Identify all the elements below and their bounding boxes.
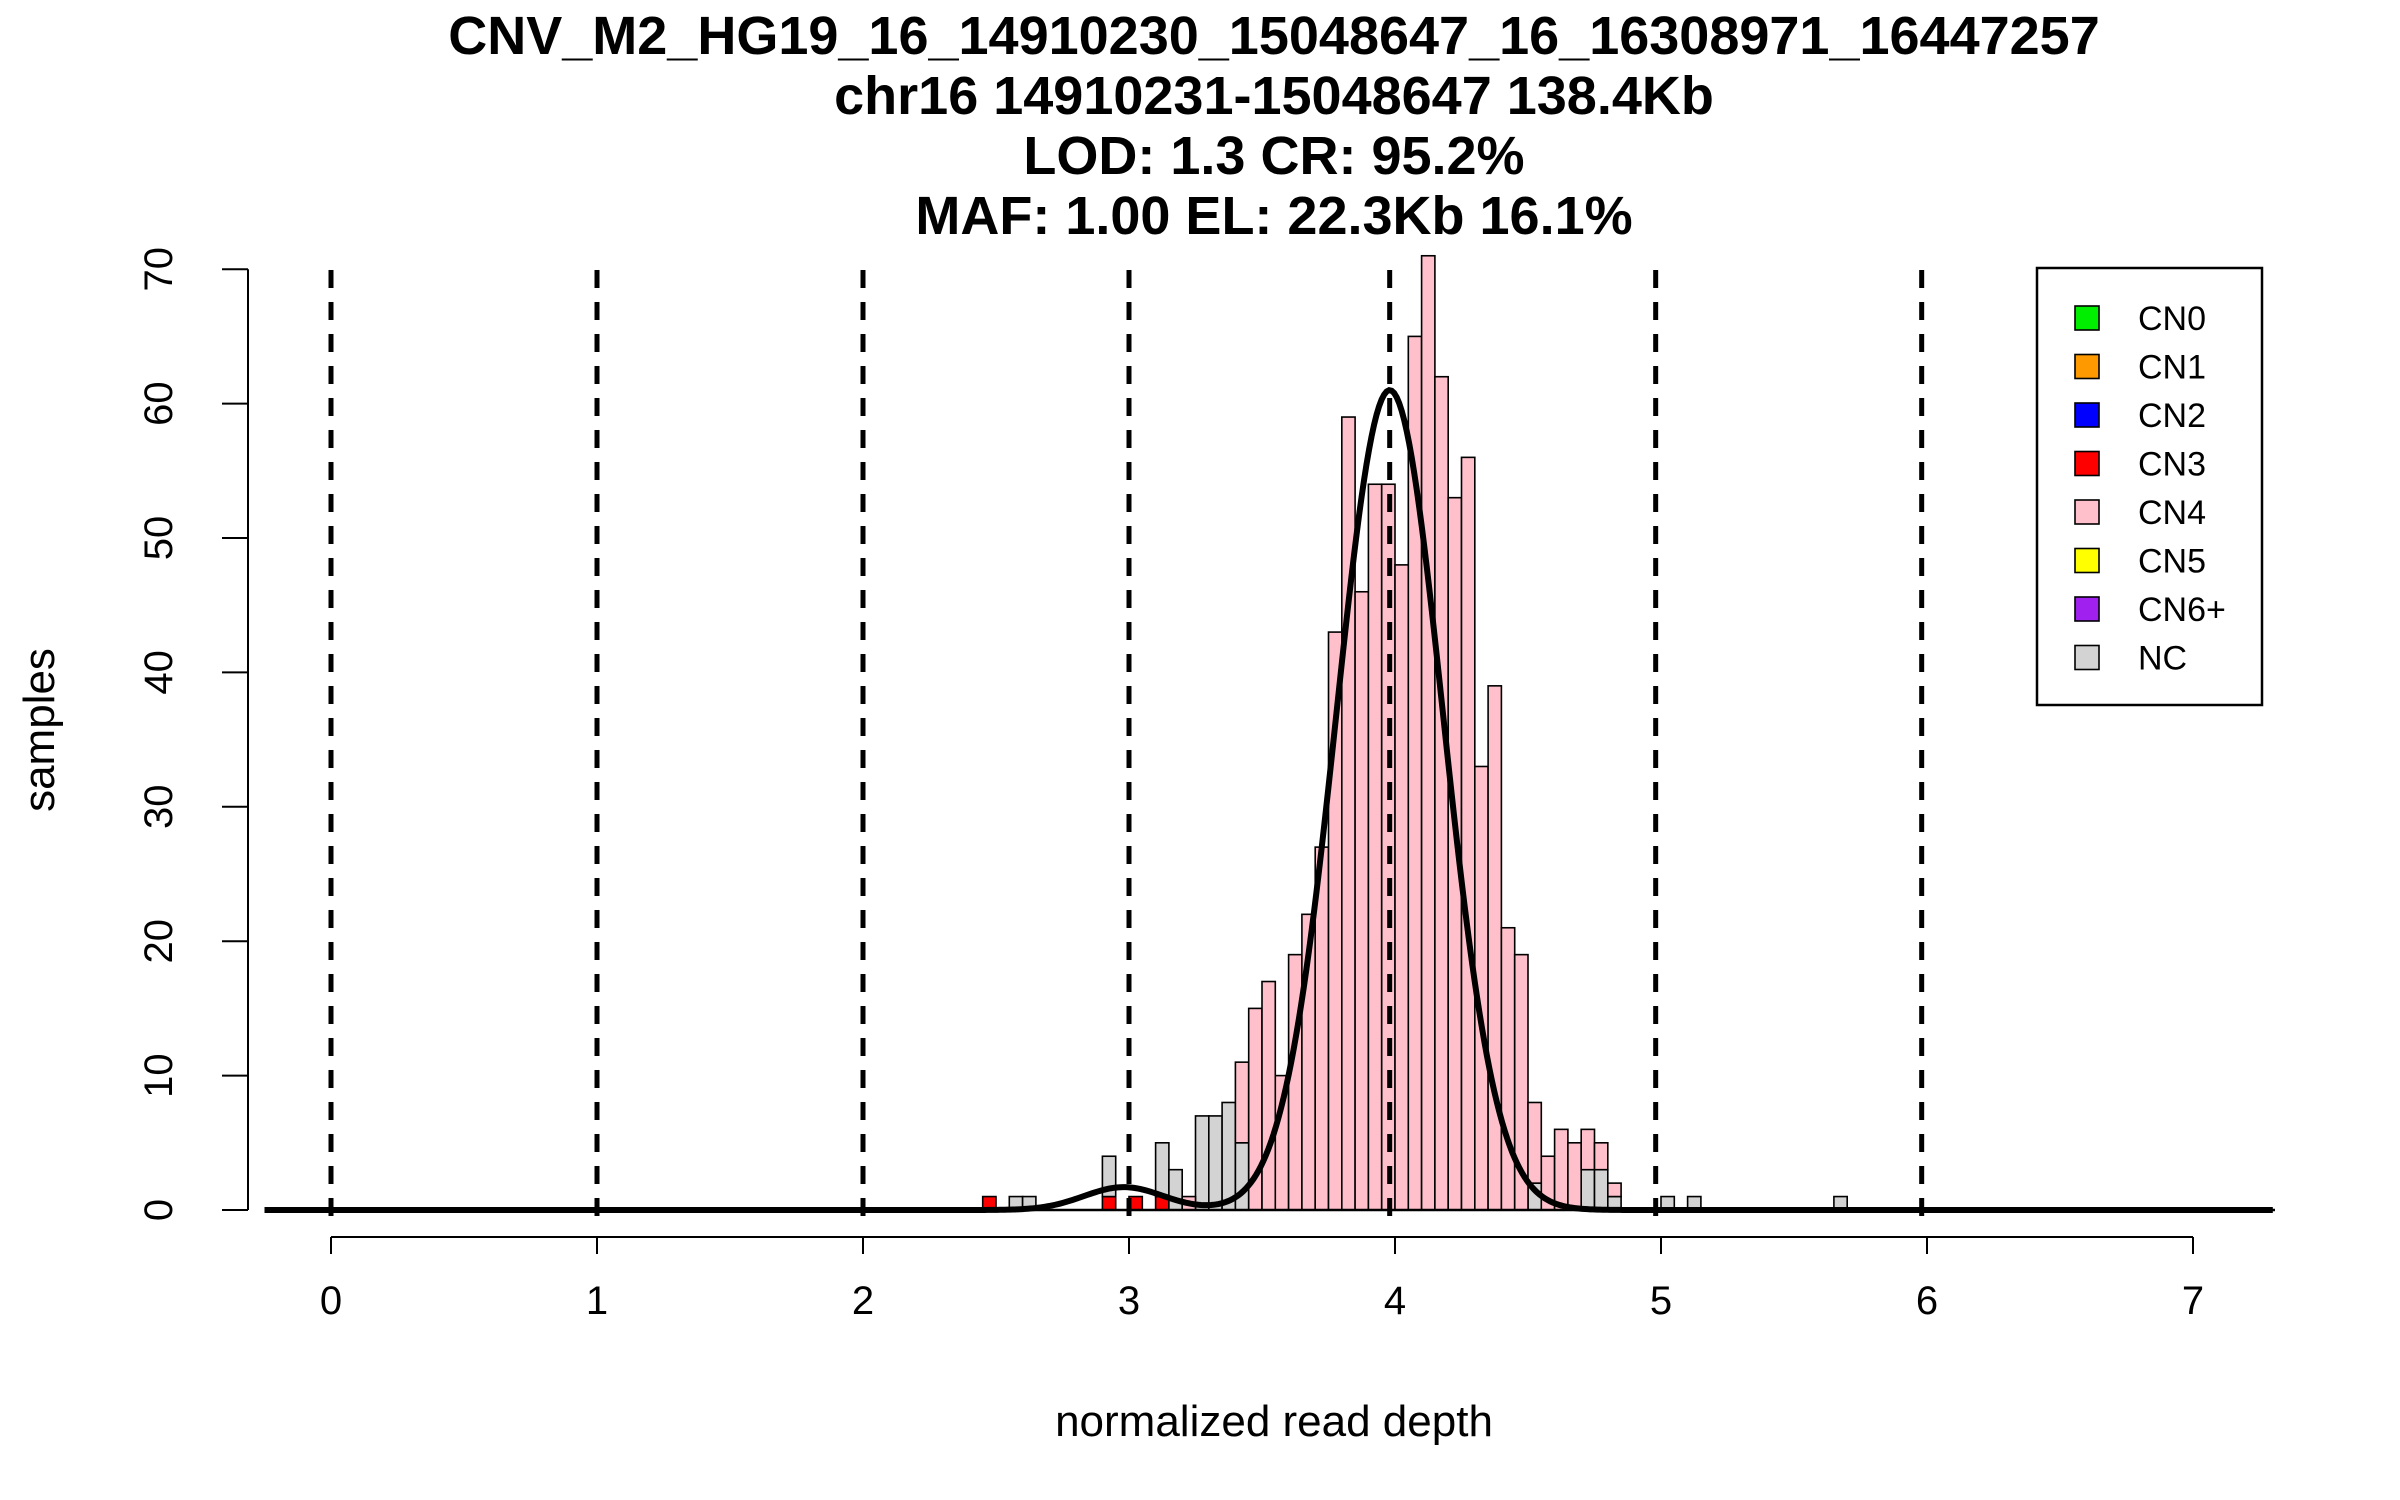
legend-swatch-cn2 — [2074, 402, 2100, 428]
x-axis-title: normalized read depth — [1055, 1397, 1493, 1446]
bar-cn4-4.50 — [1527, 1101, 1543, 1184]
legend-label-cn0: CN0 — [2138, 300, 2206, 338]
histogram-bars — [981, 254, 1849, 1211]
title-line-1: CNV_M2_HG19_16_14910230_15048647_16_1630… — [448, 6, 2100, 66]
legend-swatch-cn3 — [2074, 450, 2100, 477]
x-tick-label-6: 6 — [1916, 1279, 1938, 1323]
bar-cn4-4.80 — [1607, 1182, 1622, 1198]
legend: CN0 CN1 CN2 CN3 CN4 CN5 CN6+ NC — [2035, 266, 2264, 707]
y-tick-label-70: 70 — [137, 247, 181, 292]
title-line-4: MAF: 1.00 EL: 22.3Kb 16.1% — [915, 186, 1632, 246]
legend-swatch-cn6plus — [2074, 596, 2100, 622]
bar-cn4-4.35 — [1487, 685, 1503, 1211]
bar-cn4-3.90 — [1367, 483, 1383, 1211]
bar-cn4-4.40 — [1500, 926, 1516, 1211]
x-tick-label-5: 5 — [1650, 1279, 1672, 1323]
bar-nc-3.35 — [1221, 1101, 1237, 1211]
bar-cn4-3.40 — [1234, 1061, 1250, 1144]
y-axis-title: samples — [15, 648, 64, 812]
bar-cn4-4.00 — [1394, 564, 1410, 1211]
legend-swatch-nc — [2074, 644, 2100, 671]
bar-cn4-4.65 — [1567, 1142, 1583, 1211]
y-tick-label-40: 40 — [137, 650, 181, 695]
x-tick-label-2: 2 — [852, 1279, 874, 1323]
copy-number-lines — [328, 270, 1925, 1225]
bar-nc-3.10 — [1154, 1142, 1170, 1198]
x-tick-label-3: 3 — [1118, 1279, 1140, 1323]
y-tick-label-50: 50 — [137, 516, 181, 561]
y-tick-label-10: 10 — [137, 1053, 181, 1098]
y-tick-label-60: 60 — [137, 381, 181, 426]
legend-label-cn1: CN1 — [2138, 349, 2206, 387]
bar-nc-3.30 — [1208, 1115, 1223, 1211]
legend-box — [2035, 266, 2264, 707]
legend-label-cn4: CN4 — [2138, 494, 2206, 532]
bar-cn4-4.75 — [1593, 1142, 1609, 1171]
x-tick-label-1: 1 — [586, 1279, 608, 1323]
bar-nc-4.75 — [1593, 1168, 1609, 1211]
x-tick-label-4: 4 — [1384, 1279, 1406, 1323]
bar-cn4-3.50 — [1261, 980, 1277, 1211]
legend-label-cn2: CN2 — [2138, 397, 2206, 435]
bar-cn4-4.25 — [1460, 456, 1476, 1211]
bar-cn4-3.80 — [1341, 416, 1356, 1211]
y-tick-label-0: 0 — [137, 1199, 181, 1221]
legend-label-cn5: CN5 — [2138, 543, 2206, 581]
bar-nc-3.40 — [1234, 1142, 1250, 1211]
legend-label-cn3: CN3 — [2138, 446, 2206, 484]
bar-cn4-4.10 — [1420, 254, 1436, 1211]
bar-nc-4.70 — [1580, 1168, 1596, 1211]
bar-nc-3.25 — [1194, 1115, 1210, 1211]
title-line-3: LOD: 1.3 CR: 95.2% — [1023, 126, 1524, 186]
bar-cn4-4.15 — [1434, 375, 1450, 1211]
bar-cn4-3.85 — [1354, 590, 1370, 1211]
legend-label-nc: NC — [2138, 640, 2187, 678]
legend-swatch-cn0 — [2074, 305, 2100, 331]
title-line-2: chr16 14910231-15048647 138.4Kb — [834, 66, 1714, 126]
bar-cn3-2.90 — [1101, 1195, 1117, 1211]
x-tick-label-7: 7 — [2182, 1279, 2204, 1323]
legend-label-cn6plus: CN6+ — [2138, 591, 2226, 629]
x-tick-label-0: 0 — [320, 1279, 342, 1323]
legend-swatch-cn1 — [2074, 353, 2100, 380]
legend-swatch-cn4 — [2074, 499, 2100, 525]
bar-cn4-4.60 — [1553, 1128, 1569, 1211]
y-tick-label-30: 30 — [137, 785, 181, 830]
chart-title: CNV_M2_HG19_16_14910230_15048647_16_1630… — [448, 6, 2100, 246]
legend-swatch-cn5 — [2074, 547, 2100, 574]
y-tick-label-20: 20 — [137, 919, 181, 964]
bar-cn4-4.70 — [1580, 1128, 1596, 1171]
